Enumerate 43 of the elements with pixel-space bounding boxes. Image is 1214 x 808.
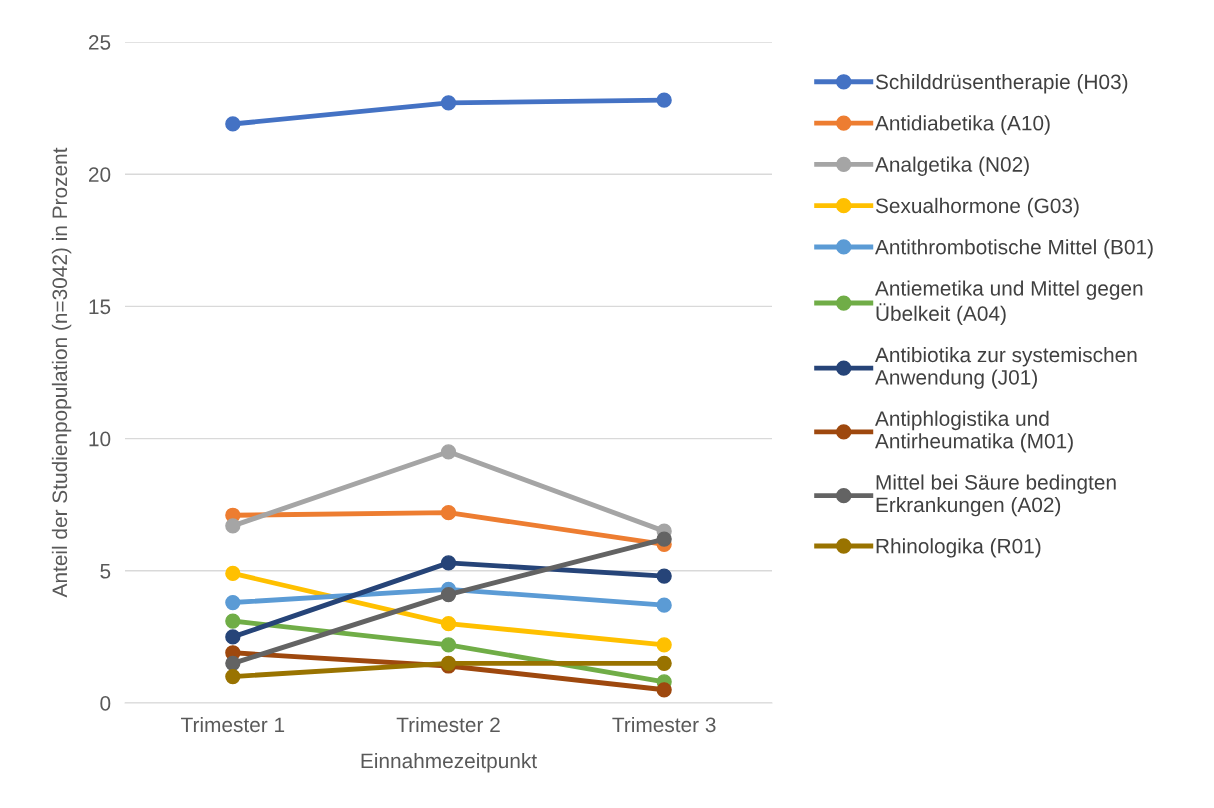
point — [225, 655, 241, 671]
point — [440, 586, 457, 603]
legend-label: Antiemetika und Mittel gegen Übelkeit (A04) — [875, 280, 1143, 326]
point — [440, 637, 457, 653]
legend-label: Antidiabetika (A10) — [875, 115, 1050, 135]
point — [225, 116, 241, 132]
x-tick-label: Trimester 1 — [181, 716, 285, 733]
point — [440, 95, 457, 111]
legend-label: Analgetika (N02) — [875, 156, 1029, 176]
y-axis-title: Anteil der Studienpopulation (n=3042) in Prozent — [51, 147, 72, 598]
point — [440, 616, 457, 632]
point — [225, 594, 241, 611]
point — [656, 682, 672, 698]
point — [225, 629, 241, 645]
point — [656, 531, 672, 547]
point — [225, 518, 241, 534]
point — [225, 613, 241, 629]
point — [656, 92, 672, 108]
point — [656, 655, 672, 671]
y-tick-label: 0 — [100, 696, 111, 711]
point — [225, 668, 241, 685]
point — [440, 444, 457, 460]
legend-label: Schilddrüsentherapie (H03) — [875, 73, 1128, 94]
point — [440, 504, 457, 521]
y-tick-label: 10 — [89, 431, 111, 447]
legend-label: Antithrombotische Mittel (B01) — [875, 239, 1153, 259]
legend-label: Rhinologika (R01) — [876, 538, 1041, 558]
point — [440, 555, 457, 571]
legend-label: Mittel bei Säure bedingten Erkrankungen (A02) — [876, 474, 1116, 517]
y-tick-label: 20 — [88, 167, 111, 182]
y-tick-label: 25 — [88, 35, 111, 50]
y-tick-label: 5 — [100, 564, 111, 579]
legend-label: Sexualhormone (G03) — [875, 197, 1079, 218]
point — [225, 565, 241, 582]
x-axis-title: Einnahmezeitpunkt — [361, 752, 537, 773]
point — [656, 568, 672, 584]
point — [656, 597, 672, 613]
legend-label: Antibiotika zur systemischen Anwendung (J01) — [875, 346, 1137, 389]
x-tick-label: Trimester 3 — [612, 716, 716, 733]
x-tick-label: Trimester 2 — [396, 716, 500, 733]
y-tick-label: 15 — [89, 299, 111, 315]
legend-label: Antiphlogistika und Antirheumatika (M01) — [875, 410, 1073, 453]
point — [656, 637, 672, 653]
